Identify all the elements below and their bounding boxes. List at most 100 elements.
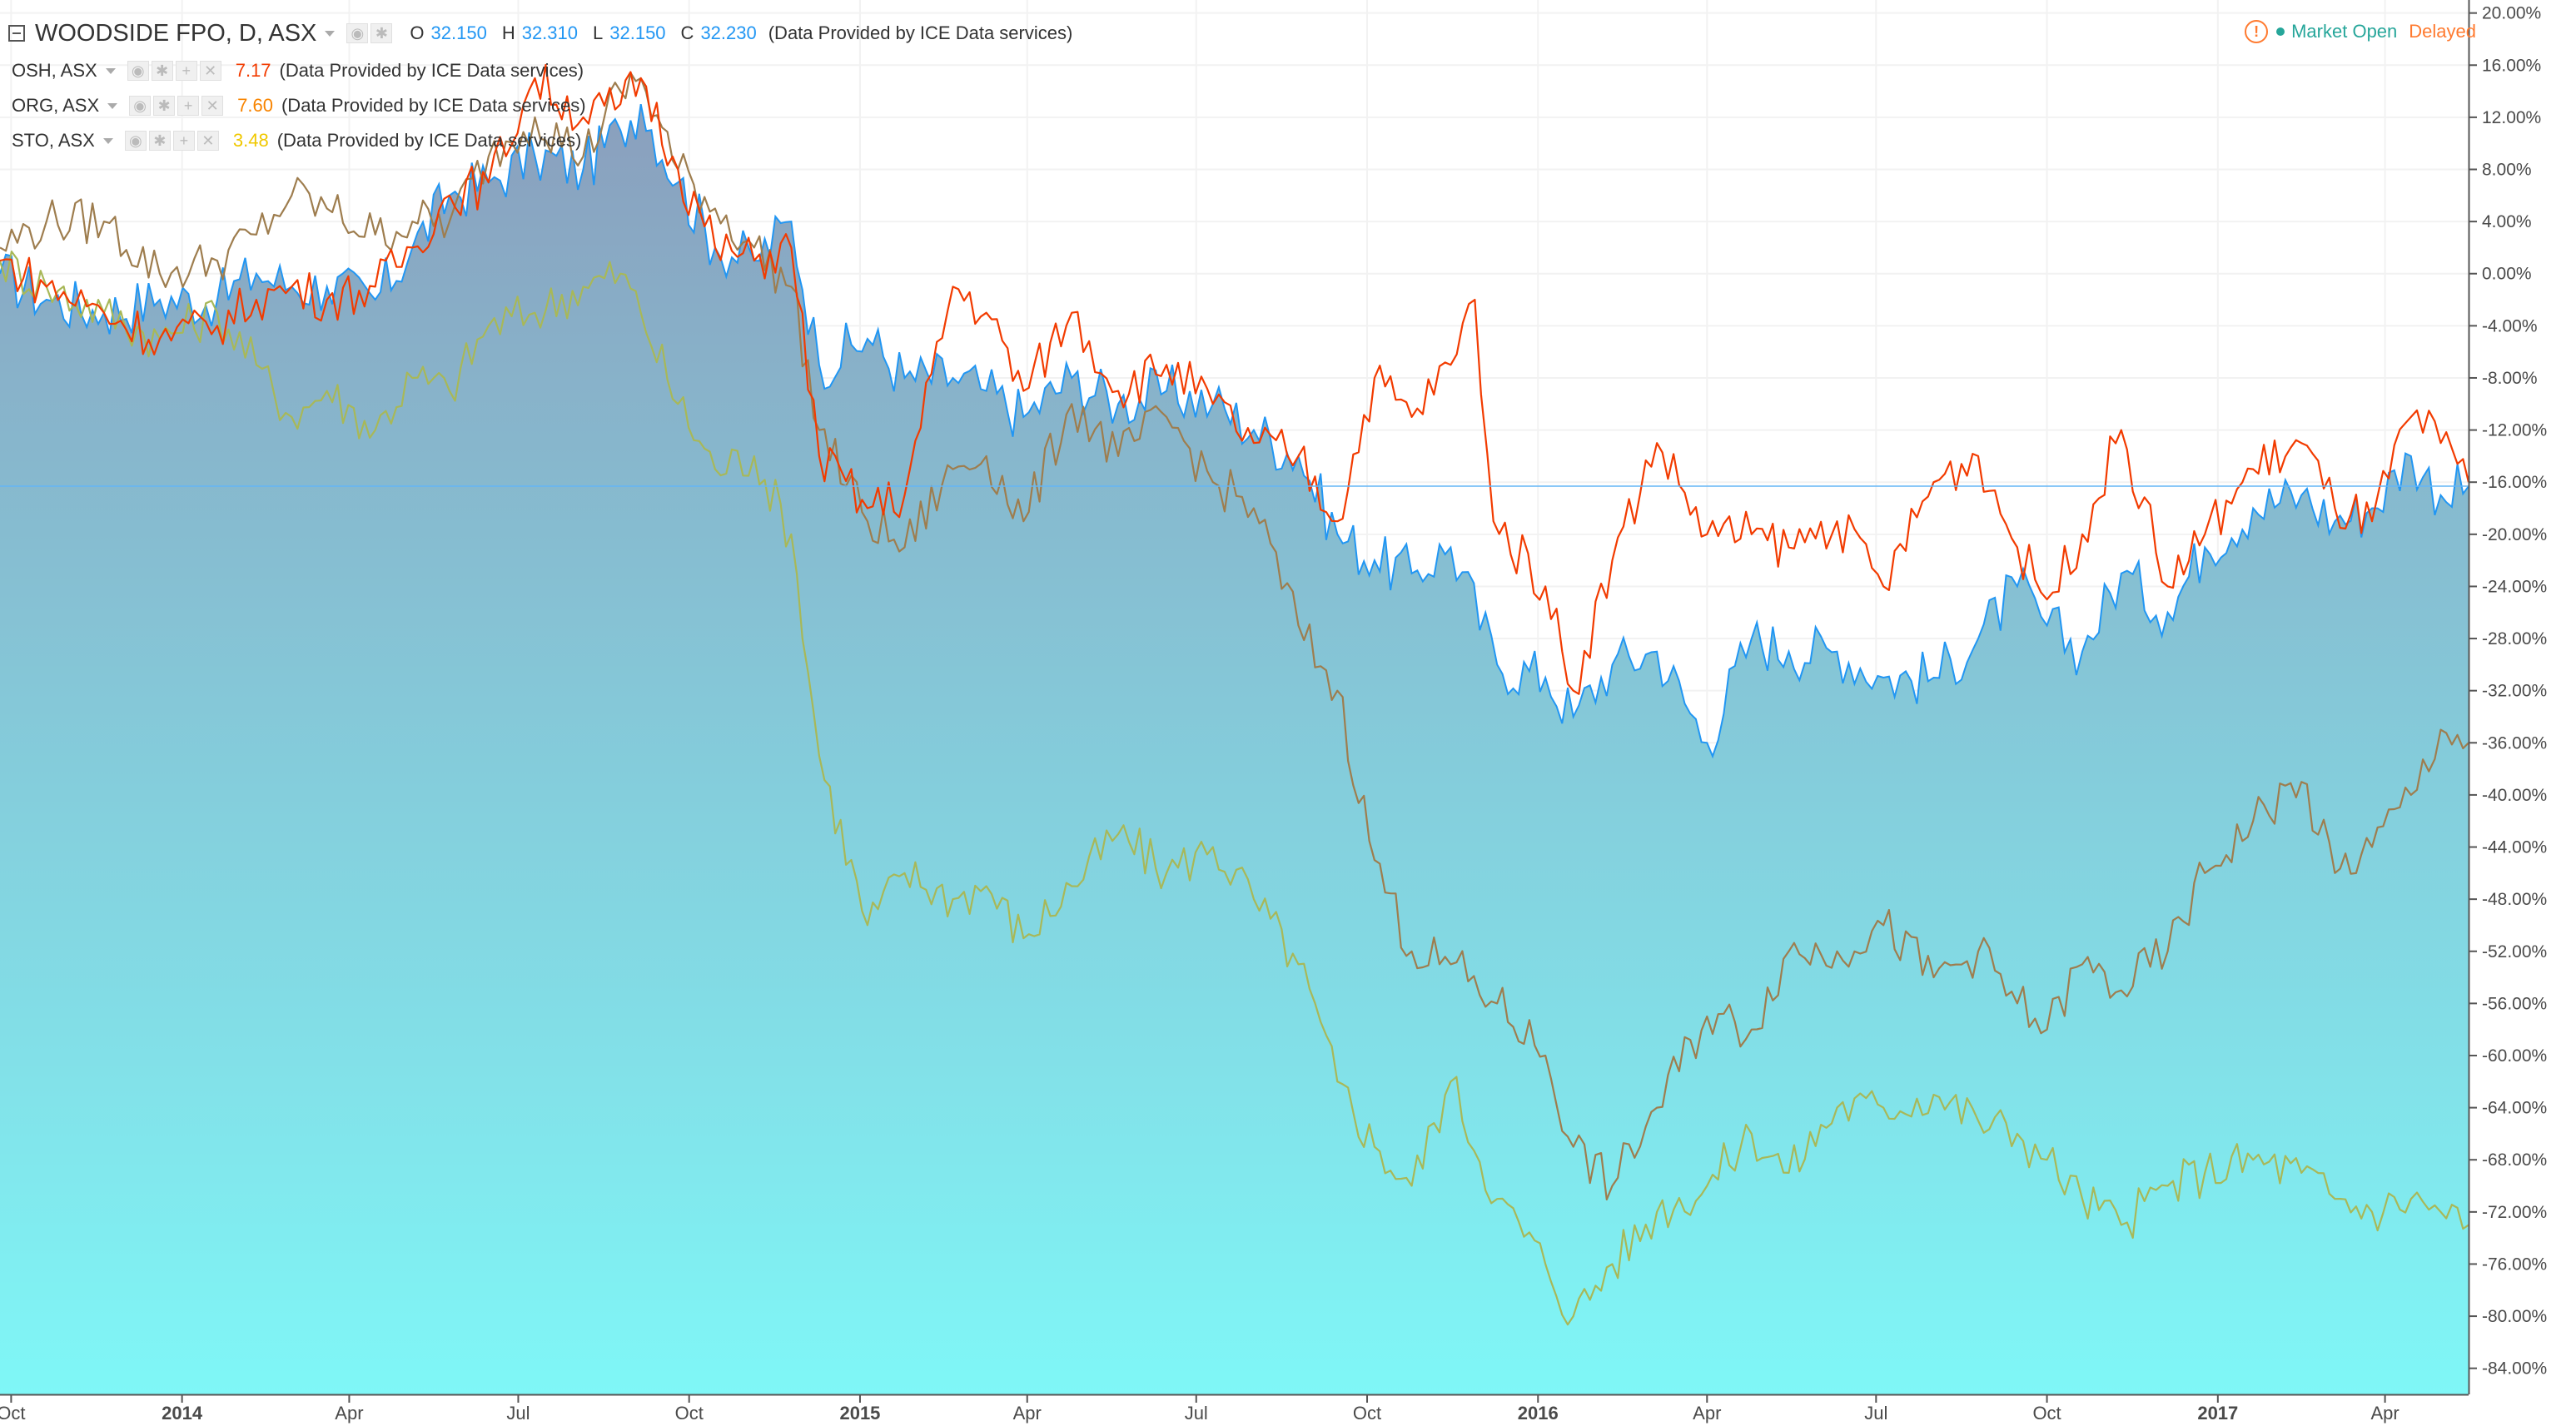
ohlc-low-label: L <box>593 22 604 43</box>
x-tick-label: Apr <box>2370 1403 2399 1424</box>
market-open-label: Market Open <box>2291 21 2398 42</box>
compare-provider-org: (Data Provided by ICE Data services) <box>281 95 586 116</box>
gear-icon[interactable]: ✱ <box>153 96 176 116</box>
legend-row-osh: OSH, ASX ◉ ✱ + ✕ 7.17 (Data Provided by … <box>8 53 1072 88</box>
y-tick-label: -16.00% <box>2482 473 2547 492</box>
y-tick-label: -84.00% <box>2482 1359 2547 1379</box>
y-tick-label: -36.00% <box>2482 733 2547 753</box>
compare-symbol-osh[interactable]: OSH, ASX <box>12 60 97 81</box>
plus-icon[interactable]: + <box>172 131 195 151</box>
y-tick-label: -32.00% <box>2482 682 2547 701</box>
ohlc-close-value: 32.230 <box>700 22 757 43</box>
x-tick-label: Jul <box>1185 1403 1208 1424</box>
ohlc-open-value: 32.150 <box>430 22 487 43</box>
x-tick-label: Oct <box>675 1403 704 1424</box>
y-axis[interactable]: 20.00% 16.00% 12.00% 8.00% 4.00% 0.00% -4.00% -… <box>2468 0 2576 1426</box>
close-icon[interactable]: ✕ <box>196 131 219 151</box>
y-tick-label: -52.00% <box>2482 942 2547 961</box>
legend-main-row: WOODSIDE FPO, D, ASX ◉ ✱ O 32.150 H 32.3… <box>8 13 1072 53</box>
compare-price-org: 7.60 <box>237 95 273 116</box>
compare-price-osh: 7.17 <box>235 60 271 81</box>
y-tick-label: -68.00% <box>2482 1150 2547 1170</box>
chevron-down-icon[interactable] <box>325 30 336 37</box>
market-status: ! Market Open Delayed <box>2245 20 2476 43</box>
x-tick-label: 2014 <box>162 1403 203 1424</box>
x-tick-label: Jul <box>1864 1403 1887 1424</box>
legend-row-sto: STO, ASX ◉ ✱ + ✕ 3.48 (Data Provided by … <box>8 123 1072 158</box>
woodside-series-line[interactable] <box>0 104 2469 759</box>
legend: WOODSIDE FPO, D, ASX ◉ ✱ O 32.150 H 32.3… <box>8 13 1072 158</box>
chevron-down-icon[interactable] <box>102 137 113 144</box>
y-tick-label: -20.00% <box>2482 525 2547 544</box>
main-provider-text: (Data Provided by ICE Data services) <box>768 22 1073 43</box>
y-tick-label: -44.00% <box>2482 838 2547 857</box>
compare-price-sto: 3.48 <box>232 130 269 151</box>
x-tick-label: 2016 <box>1518 1403 1559 1424</box>
ohlc-low-value: 32.150 <box>609 22 666 43</box>
y-tick-label: -76.00% <box>2482 1255 2547 1274</box>
y-tick-label: 4.00% <box>2482 212 2532 231</box>
x-tick-label: 2015 <box>839 1403 880 1424</box>
plus-icon[interactable]: + <box>175 61 197 81</box>
org-series-line[interactable] <box>0 72 2469 1200</box>
compare-symbol-org[interactable]: ORG, ASX <box>12 95 100 116</box>
y-tick-label: -4.00% <box>2482 316 2538 335</box>
eye-icon[interactable]: ◉ <box>127 61 149 81</box>
compare-provider-osh: (Data Provided by ICE Data services) <box>279 60 584 81</box>
y-tick-label: -28.00% <box>2482 629 2547 648</box>
x-axis[interactable]: Oct 2014 Apr Jul Oct 2015 Apr Jul Oct 2016 Apr Jul O… <box>0 1394 2469 1424</box>
market-open-dot-icon <box>2276 27 2285 36</box>
x-tick-label: Apr <box>1013 1403 1042 1424</box>
x-tick-label: Apr <box>1693 1403 1721 1424</box>
ohlc-high-value: 32.310 <box>521 22 578 43</box>
gear-icon[interactable]: ✱ <box>370 23 393 43</box>
eye-icon[interactable]: ◉ <box>124 131 147 151</box>
y-tick-label: -24.00% <box>2482 577 2547 596</box>
y-tick-label: 16.00% <box>2482 56 2541 75</box>
y-tick-label: 0.00% <box>2482 265 2532 284</box>
legend-row-org: ORG, ASX ◉ ✱ + ✕ 7.60 (Data Provided by … <box>8 88 1072 123</box>
compare-provider-sto: (Data Provided by ICE Data services) <box>276 130 582 151</box>
ohlc-close-label: C <box>680 22 694 43</box>
compare-symbol-sto[interactable]: STO, ASX <box>12 130 95 151</box>
chevron-down-icon[interactable] <box>105 67 116 74</box>
sto-series-line[interactable] <box>0 251 2469 1326</box>
close-icon[interactable]: ✕ <box>201 96 224 116</box>
main-series-title[interactable]: WOODSIDE FPO, D, ASX <box>35 19 317 47</box>
ohlc-open-label: O <box>410 22 425 43</box>
y-axis-panel[interactable] <box>2469 0 2576 1426</box>
y-tick-label: -80.00% <box>2482 1307 2547 1326</box>
y-tick-label: -60.00% <box>2482 1046 2547 1066</box>
y-tick-label: -48.00% <box>2482 890 2547 909</box>
y-tick-label: -72.00% <box>2482 1203 2547 1222</box>
eye-icon[interactable]: ◉ <box>346 23 369 43</box>
plot-area[interactable] <box>0 63 2470 1395</box>
gear-icon[interactable]: ✱ <box>148 131 171 151</box>
x-tick-label: 2017 <box>2197 1403 2238 1424</box>
x-tick-label: Oct <box>1353 1403 1381 1424</box>
y-tick-label: 8.00% <box>2482 161 2532 180</box>
x-tick-label: Jul <box>506 1403 530 1424</box>
y-tick-label: 20.00% <box>2482 4 2541 23</box>
y-tick-label: -64.00% <box>2482 1099 2547 1118</box>
gear-icon[interactable]: ✱ <box>151 61 173 81</box>
delayed-label: Delayed <box>2409 21 2476 42</box>
x-tick-label: Oct <box>0 1403 26 1424</box>
y-tick-label: 12.00% <box>2482 108 2541 127</box>
y-tick-label: -40.00% <box>2482 786 2547 805</box>
chevron-down-icon[interactable] <box>107 102 118 109</box>
y-tick-label: -12.00% <box>2482 421 2547 440</box>
osh-series-line[interactable] <box>0 63 2470 695</box>
eye-icon[interactable]: ◉ <box>129 96 152 116</box>
collapse-legend-button[interactable] <box>8 25 25 42</box>
warning-icon[interactable]: ! <box>2245 20 2269 43</box>
y-tick-label: -8.00% <box>2482 369 2538 388</box>
plus-icon[interactable]: + <box>177 96 200 116</box>
x-tick-label: Oct <box>2032 1403 2061 1424</box>
ohlc-high-label: H <box>501 22 515 43</box>
woodside-area-fill <box>0 104 2469 1395</box>
x-tick-label: Apr <box>335 1403 363 1424</box>
close-icon[interactable]: ✕ <box>199 61 221 81</box>
y-tick-label: -56.00% <box>2482 994 2547 1013</box>
